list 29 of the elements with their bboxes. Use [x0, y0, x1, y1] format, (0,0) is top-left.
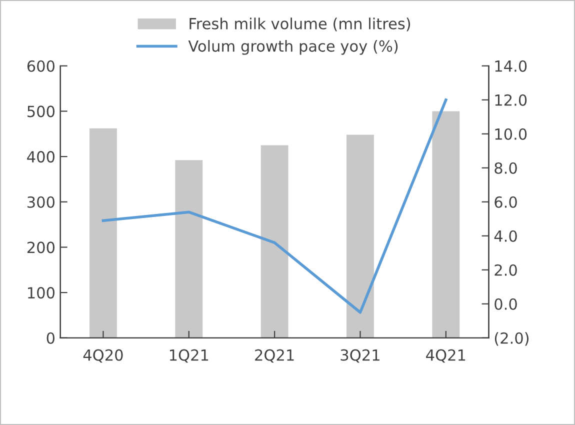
- y2-tick-label: 2.0: [494, 264, 517, 276]
- y2-tick-label: 12.0: [495, 94, 527, 106]
- y-tick-label: 300: [28, 196, 54, 208]
- y-tick-label: 200: [27, 242, 54, 254]
- bar: [346, 134, 374, 338]
- bar: [432, 111, 460, 338]
- y2-tick-label: 10.0: [495, 128, 527, 140]
- y2-tick-label: 8.0: [494, 162, 517, 174]
- x-tick-label: 3Q21: [340, 349, 380, 363]
- y-tick-label: 400: [27, 151, 54, 163]
- legend-label: Volum growth pace yoy (%): [188, 40, 398, 55]
- bar: [90, 128, 117, 338]
- y2-tick-label: 6.0: [494, 196, 517, 208]
- y2-tick-label: (2.0): [494, 332, 529, 346]
- y2-tick-label: 0.0: [494, 298, 517, 310]
- y-tick-label: 0: [46, 332, 54, 344]
- x-tick-label: 2Q21: [255, 349, 294, 363]
- y2-tick-label: 4.0: [494, 230, 517, 242]
- y-tick-label: 100: [28, 287, 54, 299]
- x-tick-label: 1Q21: [170, 349, 208, 363]
- line-series: [102, 98, 448, 314]
- y2-tick-label: 14.0: [495, 60, 527, 72]
- y-tick-label: 600: [27, 60, 54, 72]
- x-tick-label: 4Q21: [426, 349, 466, 363]
- bar: [260, 145, 288, 338]
- legend-label: Fresh milk volume (mn litres): [190, 18, 410, 32]
- bar: [175, 160, 203, 338]
- y-tick-label: 500: [28, 106, 54, 118]
- x-tick-label: 4Q20: [83, 349, 123, 363]
